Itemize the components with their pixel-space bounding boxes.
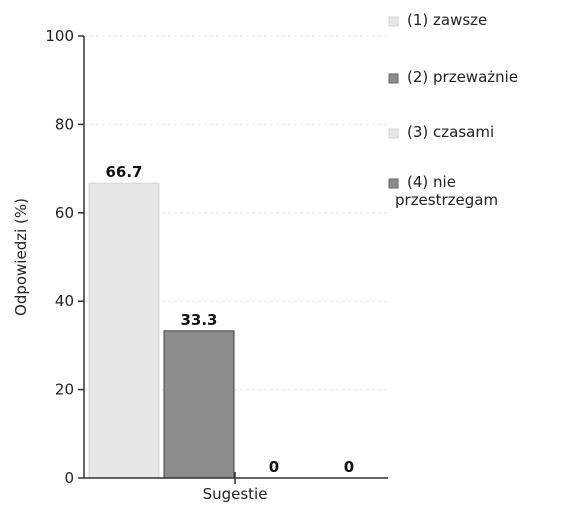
axes (83, 36, 388, 484)
y-tick-label: 80 (55, 115, 74, 133)
legend-swatch (388, 178, 399, 189)
bar-series-2 (163, 330, 235, 479)
x-axis-title: Sugestie (203, 485, 268, 503)
legend-entry-label: (4) nie przestrzegam (395, 173, 498, 209)
y-tick-label: 60 (55, 204, 74, 222)
y-axis-title: Odpowiedzi (%) (12, 198, 30, 316)
bar-value-label: 0 (269, 458, 279, 476)
legend: (1) zawsze (2) przeważnie (3) czasami (4) n… (388, 11, 518, 209)
y-tick-label: 20 (55, 381, 74, 399)
y-tick-label: 40 (55, 292, 74, 310)
value-labels: 66.7 33.3 0 0 (105, 163, 354, 476)
legend-swatch (388, 128, 399, 139)
y-ticks: 0 20 40 60 80 100 (45, 27, 84, 487)
legend-entry-label: (1) zawsze (407, 11, 487, 29)
legend-entry-label: (3) czasami (407, 123, 494, 141)
bars (88, 182, 235, 479)
legend-entry-label: (2) przeważnie (407, 68, 518, 86)
bar-value-label: 0 (344, 458, 354, 476)
legend-swatch (388, 73, 399, 84)
legend-swatch (388, 16, 399, 27)
bar-value-label: 33.3 (180, 311, 217, 329)
bar-value-label: 66.7 (105, 163, 142, 181)
y-tick-label: 100 (45, 27, 74, 45)
y-tick-label: 0 (64, 469, 74, 487)
bar-series-1 (88, 182, 160, 479)
